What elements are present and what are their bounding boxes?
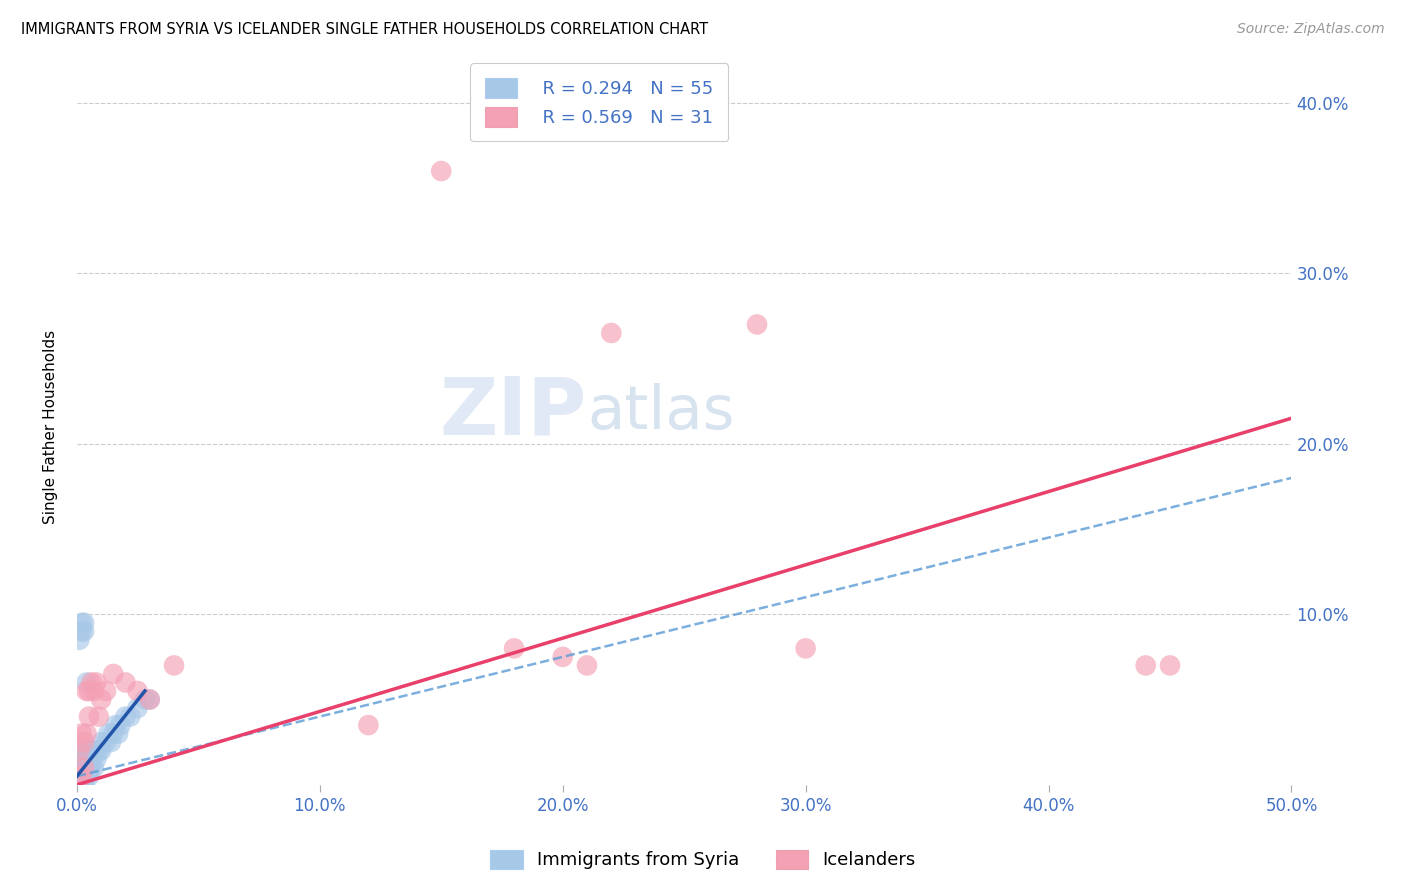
Point (357, 718, 380, 732)
Point (84, 675, 107, 690)
Point (94, 684, 117, 698)
Point (67, 744, 90, 758)
Point (139, 692, 162, 706)
Point (94, 735, 117, 749)
Point (73, 735, 96, 749)
Point (73, 615, 96, 630)
Text: ZIP: ZIP (440, 374, 586, 451)
Point (80, 752, 103, 766)
Point (77, 709, 100, 723)
Point (70, 761, 93, 775)
Point (503, 641, 526, 656)
Point (73, 769, 96, 783)
Point (127, 684, 149, 698)
Point (600, 326, 623, 340)
Point (67, 632, 90, 647)
Point (794, 641, 817, 656)
Point (104, 718, 127, 732)
Point (76, 752, 98, 766)
Point (70, 778, 93, 792)
Point (83, 761, 105, 775)
Point (70, 726, 93, 740)
Text: Source: ZipAtlas.com: Source: ZipAtlas.com (1237, 22, 1385, 37)
Point (67, 769, 90, 783)
Point (107, 726, 129, 740)
Point (84, 744, 107, 758)
Point (83, 744, 105, 758)
Point (77, 761, 100, 775)
Point (114, 709, 136, 723)
Point (76, 769, 98, 783)
Point (73, 752, 96, 766)
Point (103, 667, 125, 681)
Point (84, 752, 107, 766)
Point (90, 735, 112, 749)
Point (139, 692, 162, 706)
Point (73, 624, 96, 639)
Legend: Immigrants from Syria, Icelanders: Immigrants from Syria, Icelanders (481, 840, 925, 879)
Point (127, 701, 149, 715)
Point (77, 769, 100, 783)
Point (76, 684, 98, 698)
Point (87, 709, 110, 723)
Point (76, 761, 98, 775)
Point (67, 769, 90, 783)
Text: atlas: atlas (586, 383, 734, 442)
Point (73, 761, 96, 775)
Point (70, 752, 93, 766)
Legend:   R = 0.294   N = 55,   R = 0.569   N = 31: R = 0.294 N = 55, R = 0.569 N = 31 (470, 63, 728, 141)
Point (73, 769, 96, 783)
Point (745, 318, 768, 332)
Point (114, 675, 136, 690)
Point (97, 726, 120, 740)
Point (73, 744, 96, 758)
Point (83, 684, 105, 698)
Point (76, 744, 98, 758)
Point (67, 769, 90, 783)
Point (77, 684, 100, 698)
Point (134, 692, 156, 706)
Point (67, 752, 90, 766)
Point (70, 752, 93, 766)
Point (1159, 658, 1181, 673)
Point (76, 675, 98, 690)
Point (551, 649, 574, 664)
Point (163, 658, 186, 673)
Point (70, 769, 93, 783)
Point (73, 778, 96, 792)
Point (70, 761, 93, 775)
Point (77, 752, 100, 766)
Point (1135, 658, 1157, 673)
Text: IMMIGRANTS FROM SYRIA VS ICELANDER SINGLE FATHER HOUSEHOLDS CORRELATION CHART: IMMIGRANTS FROM SYRIA VS ICELANDER SINGL… (21, 22, 709, 37)
Point (67, 761, 90, 775)
Point (110, 718, 132, 732)
Point (73, 761, 96, 775)
Y-axis label: Single Father Households: Single Father Households (44, 330, 58, 524)
Point (70, 615, 93, 630)
Point (70, 769, 93, 783)
Point (575, 658, 598, 673)
Point (90, 692, 112, 706)
Point (67, 761, 90, 775)
Point (103, 726, 125, 740)
Point (80, 675, 103, 690)
Point (120, 709, 142, 723)
Point (80, 761, 103, 775)
Point (87, 744, 110, 758)
Point (70, 624, 93, 639)
Point (76, 726, 98, 740)
Point (430, 164, 453, 178)
Point (80, 744, 103, 758)
Point (67, 778, 90, 792)
Point (70, 769, 93, 783)
Point (90, 744, 112, 758)
Point (100, 735, 122, 749)
Point (77, 744, 100, 758)
